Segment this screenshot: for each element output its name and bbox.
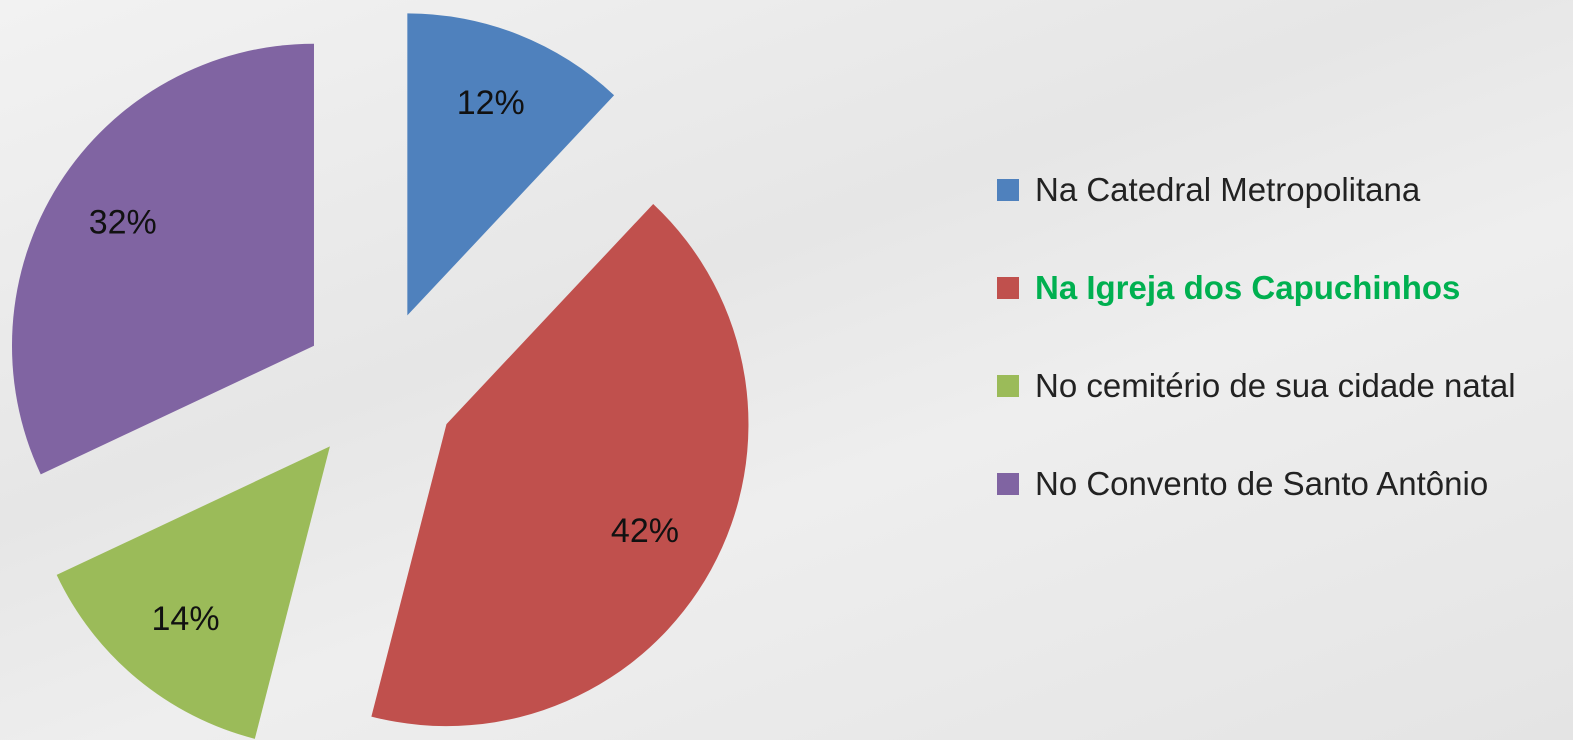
legend-item: No cemitério de sua cidade natal [997, 357, 1545, 415]
legend-item: Na Catedral Metropolitana [997, 161, 1545, 219]
legend-item: No Convento de Santo Antônio [997, 455, 1545, 513]
legend-label: Na Catedral Metropolitana [1035, 171, 1421, 208]
pie-slice [56, 446, 330, 739]
pie-slice [11, 43, 314, 475]
legend-swatch [997, 375, 1019, 397]
pie-slice [407, 13, 615, 316]
pie-chart: 12% 42% 14% 32% [11, 13, 749, 739]
legend-swatch [997, 179, 1019, 201]
legend: Na Catedral Metropolitana Na Igreja dos C… [997, 161, 1545, 513]
data-label: 42% [611, 512, 679, 550]
legend-label: Na Igreja dos Capuchinhos [1035, 269, 1461, 306]
legend-swatch [997, 473, 1019, 495]
legend-label: No cemitério de sua cidade natal [1035, 367, 1516, 404]
data-label: 32% [89, 203, 157, 241]
legend-swatch [997, 277, 1019, 299]
legend-label: No Convento de Santo Antônio [1035, 465, 1489, 502]
legend-item: Na Igreja dos Capuchinhos [997, 259, 1545, 317]
pie-slice [371, 203, 749, 727]
data-label: 14% [152, 600, 220, 638]
data-label: 12% [457, 84, 525, 122]
